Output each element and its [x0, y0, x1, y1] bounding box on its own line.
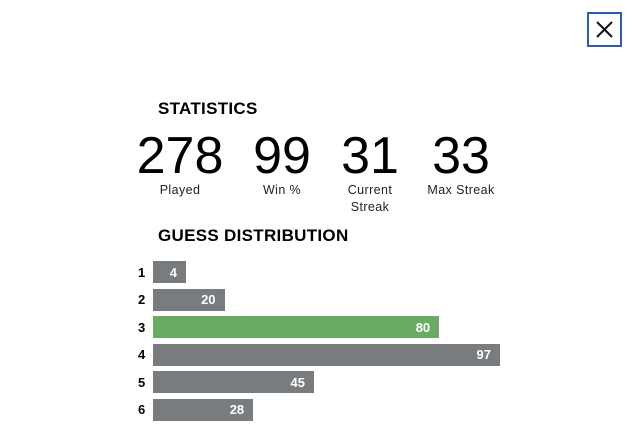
stat-value: 31 — [341, 127, 399, 185]
distribution-bar: 4 — [153, 261, 186, 283]
stats: 278 Played 99 Win % 31 Current Streak 33 Max St… — [129, 130, 515, 216]
stat-label: Win % — [262, 183, 302, 197]
bar-count: 20 — [201, 292, 216, 307]
stat-label: Current Streak — [347, 183, 393, 214]
stat: 278 Played — [129, 130, 231, 216]
guess-number: 3 — [138, 319, 146, 335]
bar-count: 97 — [476, 347, 491, 362]
bar-count: 45 — [290, 374, 305, 390]
distribution-bar: 45 — [153, 371, 314, 393]
bar-count: 4 — [169, 264, 177, 280]
distribution-bar: 20 — [153, 288, 225, 311]
stat: 99 Win % — [231, 130, 333, 216]
stat-value: 99 — [253, 127, 311, 185]
guess-number: 1 — [138, 264, 146, 280]
stat-label: Max Streak — [427, 183, 495, 197]
guess-number: 2 — [138, 292, 146, 307]
stat-label: Played — [159, 183, 201, 197]
guess-number: 6 — [138, 402, 146, 417]
distribution-bar: 97 — [153, 343, 500, 366]
stat: 33 Max Streak — [407, 130, 515, 216]
stat-value: 33 — [432, 127, 490, 185]
distribution-row: 6 28 — [130, 398, 500, 421]
guess-number: 4 — [138, 347, 146, 362]
stat: 31 Current Streak — [333, 130, 407, 216]
stat-value: 278 — [136, 127, 224, 185]
distribution-bar: 28 — [153, 398, 254, 421]
guess-number: 5 — [138, 374, 146, 390]
distribution-row: 4 97 — [130, 343, 500, 366]
close-icon — [596, 21, 613, 38]
distribution-row: 3 80 — [130, 316, 500, 338]
bar-count: 28 — [229, 402, 245, 417]
close-button[interactable] — [587, 12, 622, 47]
distribution-row: 5 45 — [130, 371, 500, 393]
distribution-bar: 80 — [153, 316, 440, 338]
bar-count: 80 — [415, 319, 431, 335]
distribution-row: 2 20 — [130, 288, 500, 311]
distribution-title: GUESS DISTRIBUTION — [158, 226, 349, 245]
guess-distribution: 1 4 2 20 3 80 4 97 5 45 6 28 — [130, 261, 500, 426]
statistics-title: STATISTICS — [158, 99, 258, 118]
